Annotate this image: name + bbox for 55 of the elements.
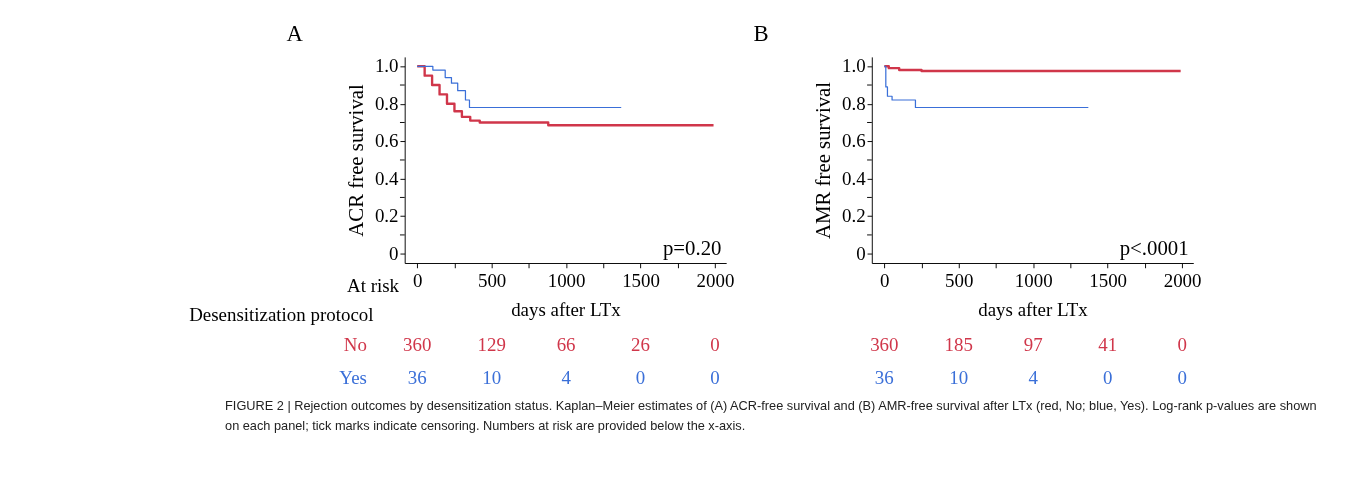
y-tick-label: 0 [389,242,399,264]
text: 4 [561,367,572,389]
x-tick-label: 2000 [1163,270,1202,292]
text: 97 [1023,333,1043,355]
text: 26 [631,333,651,355]
x-tick-label: 0 [880,270,890,292]
text: No [343,333,367,355]
text: Yes [339,367,367,389]
y-tick-label: 0.4 [374,167,400,189]
chart-title: B [753,20,769,46]
y-tick-label: 0.8 [374,92,399,114]
y-axis-title: ACR free survival [343,83,367,237]
text: 0 [635,367,646,389]
x-tick-label: 1500 [1089,270,1128,292]
text: 129 [477,333,506,355]
x-axis-title: days after LTx [978,298,1089,320]
x-tick-label: 0 [412,270,423,292]
x-tick-label: 500 [477,270,507,292]
text: 10 [949,367,969,389]
chart-title: A [286,20,304,46]
x-tick-label: 1000 [1014,270,1053,292]
y-axis-title: AMR free survival [810,81,834,239]
text: At risk [347,275,400,297]
text: 0 [1102,367,1113,389]
caption: FIGURE 2 | Rejection outcomes by desensitization status. Kaplan–Meier estimates of (A) ACR-free survival and (B) AMR-free survival after LTx (red, No; blue, Yes). Log-rank p-values are shown on each panel; tick marks indicate censoring. Numbers at risk are provided below the x-axis. [225,397,1317,434]
text: 0 [1177,367,1187,389]
annotation: p=0.20 [662,235,722,260]
x-tick-label: 500 [945,270,974,292]
text: 0 [1177,333,1187,355]
text: 360 [870,333,899,355]
text: 36 [874,367,894,389]
text: Desensitization protocol [189,303,374,325]
text: 41 [1098,333,1118,355]
text: 360 [403,333,432,355]
y-tick-label: 1.0 [842,55,866,77]
y-tick-label: 0.2 [842,205,866,227]
text: 185 [944,333,973,355]
y-tick-label: 0.8 [842,92,866,114]
y-tick-label: 0.6 [374,130,399,152]
text: 0 [710,333,720,355]
y-tick-label: 0 [856,242,866,264]
text: 66 [556,333,576,355]
y-tick-label: 1.0 [374,55,399,77]
y-tick-label: 0.2 [374,205,399,227]
x-tick-label: 1500 [622,270,660,292]
x-tick-label: 1000 [547,270,586,292]
text: 0 [710,367,720,389]
y-tick-label: 0.4 [842,167,867,189]
text: 10 [482,367,502,389]
x-axis-title: days after LTx [511,298,622,320]
x-tick-label: 2000 [696,270,735,292]
annotation: p<.0001 [1119,235,1189,260]
text: 36 [407,367,427,389]
y-tick-label: 0.6 [842,130,866,152]
text: 4 [1028,367,1039,389]
